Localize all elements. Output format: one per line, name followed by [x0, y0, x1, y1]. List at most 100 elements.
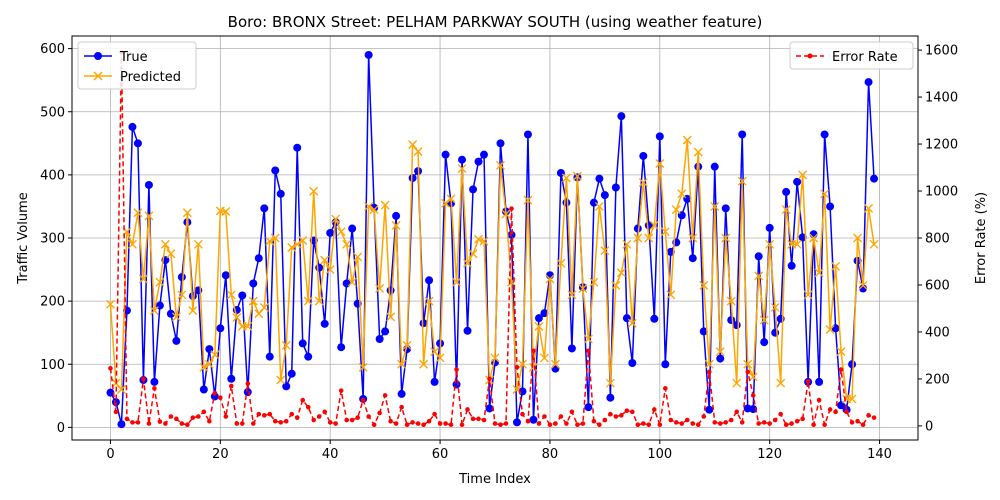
legend-left: True Predicted — [77, 41, 197, 90]
data-point-error-rate — [135, 420, 141, 425]
data-point-predicted — [133, 208, 143, 218]
data-point-error-rate — [487, 376, 492, 382]
data-point-error-rate — [481, 417, 487, 423]
data-point-true — [606, 393, 615, 402]
data-point-true — [639, 151, 648, 160]
data-point-predicted — [177, 290, 187, 300]
data-point-predicted — [408, 140, 418, 150]
data-point-true — [474, 157, 483, 166]
data-point-true — [589, 198, 598, 207]
data-point-predicted — [545, 274, 555, 284]
data-point-true — [293, 143, 302, 152]
data-point-true — [826, 202, 835, 211]
data-point-predicted — [331, 214, 341, 224]
data-point-predicted — [149, 306, 159, 316]
data-point-predicted — [825, 325, 835, 335]
y-tick-label-right: 1600 — [925, 44, 958, 59]
data-point-error-rate — [871, 415, 877, 420]
data-point-error-rate — [827, 407, 833, 412]
data-point-error-rate — [124, 416, 130, 422]
data-point-true — [381, 327, 390, 336]
data-point-error-rate — [113, 409, 119, 415]
data-point-predicted — [270, 233, 280, 243]
data-point-error-rate — [470, 416, 476, 422]
data-point-predicted — [814, 268, 824, 278]
data-point-predicted — [413, 147, 423, 157]
data-point-true — [320, 319, 329, 328]
data-point-predicted — [457, 164, 467, 174]
data-point-true — [787, 261, 796, 270]
data-point-error-rate — [542, 414, 547, 419]
data-point-error-rate — [437, 421, 443, 426]
data-point-true — [408, 174, 417, 183]
legend-predicted-marker — [93, 71, 103, 81]
data-point-error-rate — [218, 395, 223, 401]
data-point-error-rate — [212, 390, 218, 396]
legend-right: Error Rate — [789, 41, 914, 70]
data-point-true — [793, 177, 802, 186]
data-point-predicted — [116, 385, 126, 394]
x-tick-label: 40 — [322, 447, 339, 462]
legend-true-label: True — [119, 50, 148, 65]
data-point-predicted — [567, 290, 577, 300]
legend-predicted-label: Predicted — [120, 70, 181, 85]
data-point-predicted — [671, 205, 681, 215]
data-point-true — [172, 336, 181, 345]
data-point-true — [551, 364, 560, 373]
data-point-error-rate — [382, 393, 388, 398]
x-tick-label: 100 — [647, 447, 672, 462]
data-point-error-rate — [239, 421, 245, 426]
data-point-true — [106, 388, 115, 397]
data-point-predicted — [649, 220, 659, 230]
y-tick-label-right: 200 — [925, 372, 950, 387]
data-point-error-rate — [750, 393, 756, 398]
data-point-error-rate — [289, 411, 295, 417]
data-point-error-rate — [168, 414, 174, 419]
data-point-error-rate — [245, 381, 251, 386]
legend-true-marker — [94, 52, 102, 60]
data-point-predicted — [259, 302, 269, 312]
data-point-predicted — [693, 147, 703, 157]
data-point-predicted — [847, 394, 857, 404]
data-point-predicted — [127, 239, 137, 249]
data-point-true — [688, 254, 697, 263]
y-tick-label-left: 100 — [40, 358, 65, 373]
data-point-error-rate — [388, 418, 393, 424]
data-point-error-rate — [267, 411, 273, 417]
data-point-predicted — [188, 306, 198, 316]
data-point-predicted — [622, 239, 632, 249]
data-point-error-rate — [844, 409, 849, 415]
data-point-error-rate — [492, 421, 498, 426]
data-point-true — [342, 279, 351, 288]
y-axis-label-left: Traffic Volume — [16, 192, 31, 285]
data-point-true — [480, 150, 489, 159]
data-point-true — [243, 388, 252, 397]
y-axis-right: 0 200 400 600 800 1000 1200 1400 1600 — [918, 44, 958, 434]
data-point-error-rate — [602, 417, 608, 423]
data-point-true — [600, 191, 609, 200]
data-point-error-rate — [525, 418, 531, 424]
data-point-predicted — [732, 378, 742, 388]
data-point-error-rate — [662, 386, 668, 391]
data-point-predicted — [397, 359, 407, 369]
data-point-true — [375, 335, 384, 343]
data-point-error-rate — [652, 407, 657, 412]
data-point-predicted — [611, 280, 621, 290]
data-point-true — [760, 338, 769, 347]
data-point-predicted — [364, 201, 374, 211]
data-point-predicted — [490, 353, 500, 363]
data-point-true — [584, 403, 593, 412]
data-point-error-rate — [432, 411, 437, 417]
data-point-true — [117, 420, 126, 429]
data-point-error-rate — [349, 417, 355, 423]
data-point-predicted — [627, 318, 637, 328]
data-point-predicted — [287, 242, 297, 252]
data-point-predicted — [605, 378, 615, 388]
data-point-true — [337, 343, 346, 352]
data-point-error-rate — [811, 422, 816, 428]
data-point-predicted — [446, 194, 456, 204]
data-point-error-rate — [344, 417, 349, 423]
data-point-predicted — [495, 160, 505, 170]
data-point-true — [254, 254, 263, 263]
